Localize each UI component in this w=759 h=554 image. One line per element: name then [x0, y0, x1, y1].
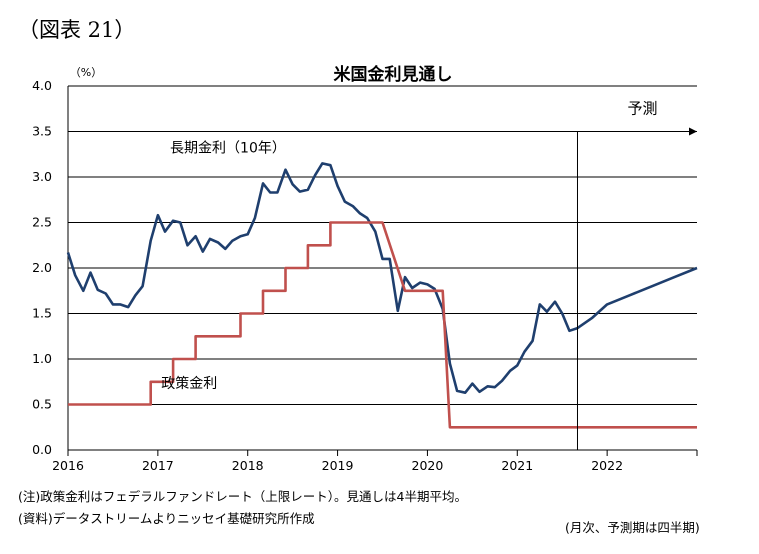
y-tick-label: 3.5: [32, 124, 52, 139]
axes: 0.0 0.5 1.0 1.5 2.0 2.5 3.0 3.5 4.0 2016 2017 2018 2…: [32, 78, 698, 473]
y-tick-label: 2.0: [32, 260, 52, 275]
x-tick-label: 2021: [501, 458, 533, 473]
series-layer: [66, 162, 698, 429]
source-note: (資料)データストリームよりニッセイ基礎研究所作成: [18, 511, 315, 526]
series-line-policy-rate: [68, 221, 697, 429]
y-axis-unit: （%）: [70, 66, 102, 79]
footnote: (注)政策金利はフェデラルファンドレート（上限レート）。見通しは4半期平均。: [18, 489, 467, 504]
forecast-arrow-head: [689, 127, 697, 136]
series-labels: 長期金利（10年） 政策金利: [161, 140, 286, 392]
forecast-label: 予測: [627, 100, 657, 118]
y-tick-label: 3.0: [32, 169, 52, 184]
x-tick-label: 2019: [322, 458, 354, 473]
gridlines: [68, 85, 697, 451]
x-tick-label: 2017: [142, 458, 174, 473]
x-tick-label: 2016: [52, 458, 84, 473]
y-tick-label: 1.5: [32, 306, 52, 321]
y-tick-label: 1.0: [32, 351, 52, 366]
series-line-long-term-rate: [66, 162, 698, 394]
x-tick-label: 2020: [412, 458, 444, 473]
figure-label: （図表 21）: [18, 18, 136, 42]
frequency-note: (月次、予測期は四半期): [565, 520, 700, 535]
y-tick-label: 0.5: [32, 397, 52, 412]
series-label: 政策金利: [161, 375, 217, 392]
x-tick-label: 2018: [232, 458, 264, 473]
series-label: 長期金利（10年）: [170, 140, 286, 156]
forecast-marker: 予測: [576, 100, 697, 450]
y-tick-label: 2.5: [32, 215, 52, 230]
y-tick-label: 0.0: [32, 442, 52, 457]
y-tick-label: 4.0: [32, 78, 52, 93]
x-tick-label: 2022: [591, 458, 623, 473]
chart-title: 米国金利見通し: [334, 64, 453, 85]
